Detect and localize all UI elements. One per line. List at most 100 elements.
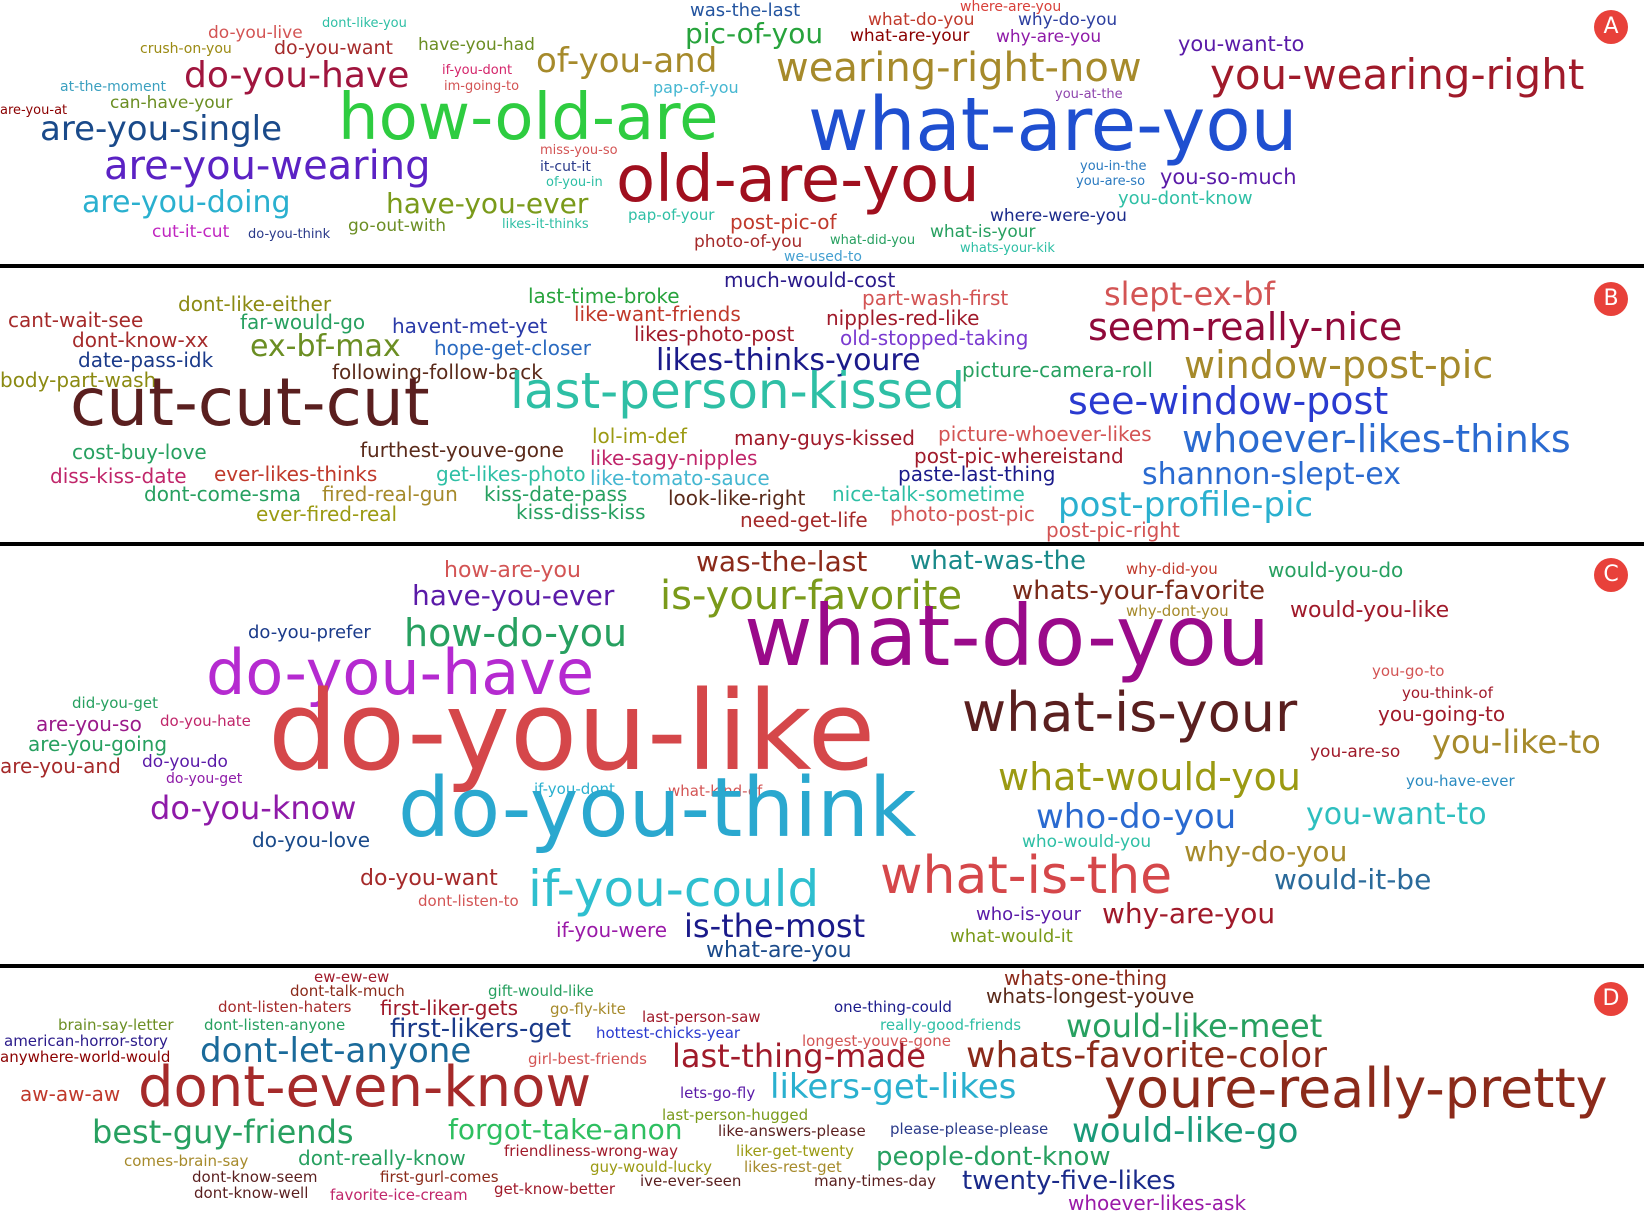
- phrase-fired-real-gun: fired-real-gun: [322, 482, 458, 506]
- phrase-dont-even-know: dont-even-know: [138, 1055, 592, 1120]
- phrase-slept-ex-bf: slept-ex-bf: [1104, 275, 1275, 313]
- phrase-one-thing-could: one-thing-could: [834, 998, 952, 1016]
- phrase-you-are-so: you-are-so: [1076, 174, 1146, 189]
- phrase-following-follow-back: following-follow-back: [332, 360, 543, 384]
- phrase-we-used-to: we-used-to: [784, 249, 862, 264]
- phrase-twenty-five-likes: twenty-five-likes: [962, 1166, 1176, 1196]
- word-cloud-panel-c: was-the-last what-was-the how-are-you wh…: [0, 546, 1644, 964]
- phrase-it-cut-it: it-cut-it: [540, 159, 591, 175]
- phrase-are-you-doing: are-you-doing: [82, 185, 291, 220]
- phrase-body-part-wash: body-part-wash: [0, 368, 157, 392]
- phrase-photo-of-you: photo-of-you: [694, 232, 803, 252]
- phrase-do-you-have: do-you-have: [206, 636, 595, 709]
- phrase-was-the-last: was-the-last: [696, 546, 868, 578]
- phrase-ever-likes-thinks: ever-likes-thinks: [214, 462, 378, 486]
- phrase-why-do-you: why-do-you: [1184, 835, 1348, 868]
- phrase-what-kind-of: what-kind-of: [668, 782, 763, 800]
- phrase-seem-really-nice: seem-really-nice: [1088, 305, 1403, 349]
- phrase-last-person-kissed: last-person-kissed: [510, 362, 966, 420]
- phrase-ever-fired-real: ever-fired-real: [256, 502, 398, 526]
- phrase-like-want-friends: like-want-friends: [574, 302, 741, 326]
- panel-divider: [0, 264, 1644, 268]
- phrase-youre-really-pretty: youre-really-pretty: [1104, 1057, 1608, 1120]
- phrase-people-dont-know: people-dont-know: [876, 1142, 1111, 1172]
- phrase-forgot-take-anon: forgot-take-anon: [448, 1113, 683, 1146]
- phrase-have-you-ever: have-you-ever: [412, 579, 615, 612]
- phrase-you-wearing-right: you-wearing-right: [1210, 50, 1585, 99]
- phrase-you-going-to: you-going-to: [1378, 702, 1506, 726]
- phrase-dont-like-either: dont-like-either: [178, 292, 332, 316]
- phrase-likes-it-thinks: likes-it-thinks: [502, 217, 589, 232]
- phrase-you-dont-know: you-dont-know: [1118, 188, 1253, 209]
- phrase-like-tomato-sauce: like-tomato-sauce: [590, 466, 770, 490]
- phrase-whoever-likes-ask: whoever-likes-ask: [1068, 1191, 1247, 1213]
- phrase-whats-longest-youve: whats-longest-youve: [986, 984, 1195, 1008]
- phrase-old-stopped-taking: old-stopped-taking: [840, 326, 1029, 350]
- panel-badge-d: D: [1594, 982, 1628, 1016]
- phrase-how-are-you: how-are-you: [444, 558, 581, 583]
- phrase-shannon-slept-ex: shannon-slept-ex: [1142, 457, 1401, 492]
- phrase-would-you-do: would-you-do: [1268, 558, 1404, 582]
- phrase-hottest-chicks-year: hottest-chicks-year: [596, 1024, 741, 1042]
- phrase-you-think-of: you-think-of: [1402, 684, 1493, 702]
- phrase-paste-last-thing: paste-last-thing: [898, 462, 1056, 486]
- phrase-if-you-could: if-you-could: [528, 860, 820, 918]
- phrase-what-is-your: what-is-your: [930, 222, 1036, 242]
- phrase-was-the-last: was-the-last: [690, 0, 801, 21]
- phrase-comes-brain-say: comes-brain-say: [124, 1152, 249, 1170]
- phrase-you-so-much: you-so-much: [1160, 165, 1297, 189]
- phrase-are-you-single: are-you-single: [40, 109, 283, 149]
- phrase-dont-really-know: dont-really-know: [298, 1146, 466, 1170]
- phrase-what-do-you: what-do-you: [744, 587, 1271, 685]
- panel-divider: [0, 542, 1644, 546]
- phrase-who-do-you: who-do-you: [1036, 797, 1237, 837]
- phrase-diss-kiss-date: diss-kiss-date: [50, 464, 187, 488]
- phrase-what-is-the: what-is-the: [880, 846, 1173, 906]
- phrase-look-like-right: look-like-right: [668, 486, 806, 510]
- phrase-date-pass-idk: date-pass-idk: [78, 348, 214, 372]
- phrase-furthest-youve-gone: furthest-youve-gone: [360, 438, 564, 462]
- word-cloud-panel-a: where-are-you was-the-last what-do-you w…: [0, 0, 1644, 264]
- phrase-post-pic-whereistand: post-pic-whereistand: [914, 444, 1124, 468]
- phrase-kiss-diss-kiss: kiss-diss-kiss: [516, 500, 646, 524]
- word-cloud-panel-b: much-would-cost last-time-broke part-was…: [0, 268, 1644, 542]
- phrase-do-you-do: do-you-do: [142, 752, 228, 772]
- phrase-what-do-you: what-do-you: [868, 10, 975, 30]
- phrase-cant-wait-see: cant-wait-see: [8, 308, 144, 332]
- phrase-dont-know-well: dont-know-well: [194, 1184, 309, 1202]
- phrase-would-like-go: would-like-go: [1072, 1111, 1299, 1151]
- phrase-go-out-with: go-out-with: [348, 216, 446, 236]
- phrase-where-are-you: where-are-you: [960, 0, 1062, 15]
- phrase-last-person-hugged: last-person-hugged: [662, 1106, 809, 1124]
- phrase-dont-listen-anyone: dont-listen-anyone: [204, 1016, 346, 1034]
- phrase-can-have-your: can-have-your: [110, 93, 233, 113]
- phrase-are-you-and: are-you-and: [0, 754, 121, 778]
- phrase-are-you-wearing: are-you-wearing: [104, 143, 431, 189]
- phrase-ive-ever-seen: ive-ever-seen: [640, 1172, 742, 1190]
- phrase-please-please-please: please-please-please: [890, 1120, 1049, 1138]
- phrase-dont-like-you: dont-like-you: [322, 16, 407, 31]
- phrase-get-know-better: get-know-better: [494, 1180, 616, 1198]
- phrase-how-do-you: how-do-you: [404, 611, 628, 655]
- word-cloud-panel-d: ew-ew-ew whats-one-thing dont-talk-much …: [0, 968, 1644, 1213]
- phrase-do-you-like: do-you-like: [268, 667, 876, 795]
- phrase-dont-listen-to: dont-listen-to: [418, 892, 519, 910]
- phrase-american-horror-story: american-horror-story: [4, 1032, 168, 1050]
- phrase-is-the-most: is-the-most: [684, 907, 866, 945]
- phrase-pap-of-you: pap-of-you: [653, 78, 739, 97]
- phrase-would-you-like: would-you-like: [1290, 598, 1450, 623]
- phrase-do-you-get: do-you-get: [166, 771, 243, 787]
- phrase-is-your-favorite: is-your-favorite: [660, 573, 963, 619]
- phrase-like-answers-please: like-answers-please: [718, 1122, 866, 1140]
- phrase-gift-would-like: gift-would-like: [488, 982, 594, 1000]
- phrase-dont-come-sma: dont-come-sma: [144, 482, 302, 506]
- phrase-do-you-live: do-you-live: [208, 23, 303, 43]
- phrase-ew-ew-ew: ew-ew-ew: [314, 968, 390, 986]
- phrase-do-you-hate: do-you-hate: [160, 712, 251, 730]
- phrase-photo-post-pic: photo-post-pic: [890, 502, 1035, 526]
- phrase-why-are-you: why-are-you: [1102, 897, 1276, 930]
- phrase-picture-camera-roll: picture-camera-roll: [962, 358, 1153, 382]
- phrase-liker-get-twenty: liker-get-twenty: [736, 1142, 855, 1160]
- phrase-crush-on-you: crush-on-you: [140, 41, 232, 57]
- phrase-part-wash-first: part-wash-first: [862, 286, 1009, 310]
